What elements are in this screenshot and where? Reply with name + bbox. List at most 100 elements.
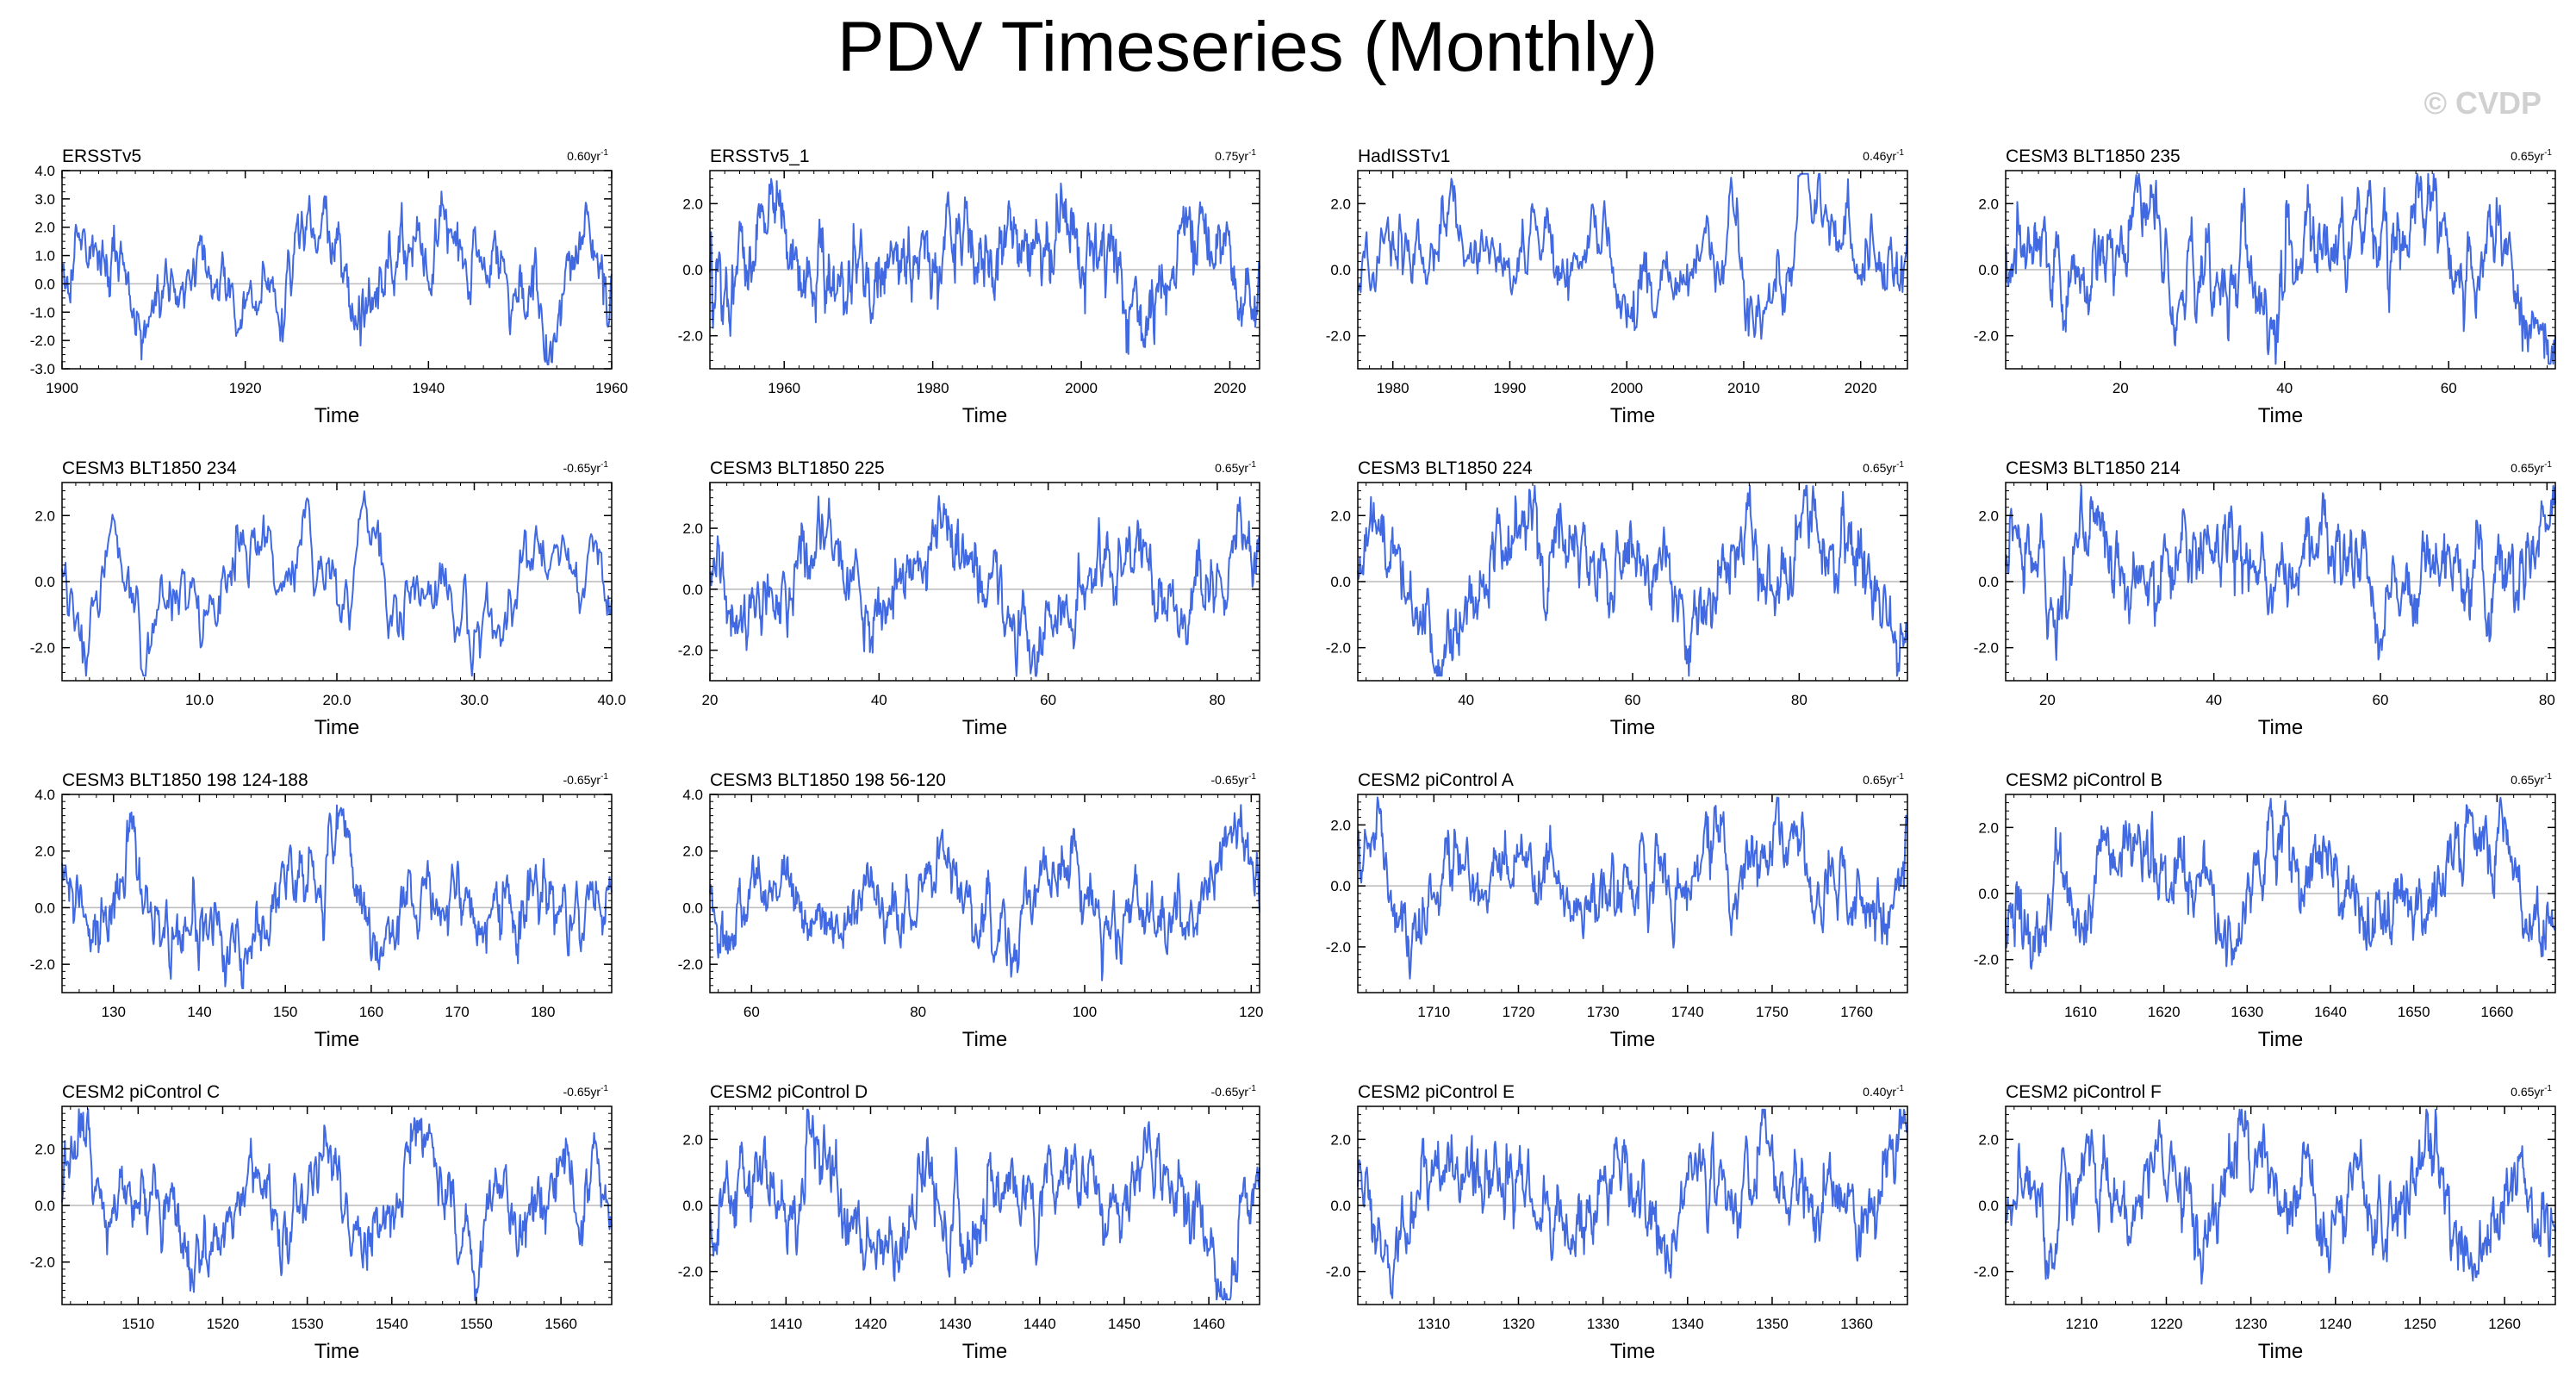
chart-panel: CESM3 BLT1850 214 0.65yr-1 2.0 0.0 -2.0 20 40 6… bbox=[1974, 458, 2556, 739]
x-tick-label: 100 bbox=[1073, 1004, 1097, 1020]
x-tick-label: 1920 bbox=[229, 380, 262, 396]
trend-label: 0.65yr-1 bbox=[2511, 460, 2552, 475]
y-tick-label: 0.0 bbox=[1330, 262, 1351, 278]
series-line bbox=[709, 177, 1260, 355]
trend-label: 0.65yr-1 bbox=[1215, 460, 1256, 475]
y-tick-label: 0.0 bbox=[1330, 574, 1351, 590]
panel-title: CESM2 piControl D bbox=[710, 1082, 868, 1102]
x-tick-label: 2020 bbox=[1845, 380, 1877, 396]
x-axis-label: Time bbox=[962, 1028, 1007, 1051]
y-tick-label: -2.0 bbox=[1326, 939, 1351, 956]
x-tick-label: 1530 bbox=[291, 1316, 324, 1332]
x-tick-label: 1460 bbox=[1192, 1316, 1225, 1332]
y-tick-label: 2.0 bbox=[1978, 819, 1999, 836]
x-tick-label: 2000 bbox=[1610, 380, 1643, 396]
y-tick-label: 2.0 bbox=[682, 520, 703, 537]
series-line bbox=[61, 804, 613, 990]
x-tick-label: 60 bbox=[1625, 692, 1641, 708]
x-tick-label: 1610 bbox=[2064, 1004, 2097, 1020]
x-tick-label: 120 bbox=[1239, 1004, 1263, 1020]
plot-frame bbox=[709, 482, 1260, 682]
trend-label: 0.65yr-1 bbox=[2511, 148, 2552, 163]
x-tick-label: 40.0 bbox=[597, 692, 625, 708]
chart-panel: CESM3 BLT1850 234 -0.65yr-1 2.0 0.0 -2.0 10.0… bbox=[30, 458, 626, 739]
panel-grid: ERSSTv5 0.60yr-1 4.0 3.0 2.0 1.0 0.0 -1.0 -2.0 -3… bbox=[30, 146, 2556, 1363]
cvdp-watermark: © CVDP bbox=[2424, 85, 2542, 121]
x-tick-label: 80 bbox=[2539, 692, 2555, 708]
panel-title: CESM2 piControl B bbox=[2006, 770, 2162, 790]
x-tick-label: 1430 bbox=[939, 1316, 972, 1332]
series-line bbox=[709, 495, 1260, 677]
panel-title: CESM2 piControl C bbox=[62, 1082, 220, 1102]
y-tick-label: 2.0 bbox=[34, 508, 55, 524]
x-tick-label: 1560 bbox=[544, 1316, 577, 1332]
x-tick-label: 1540 bbox=[376, 1316, 408, 1332]
chart-panel: CESM2 piControl B 0.65yr-1 2.0 0.0 -2.0 1610 1… bbox=[1974, 770, 2556, 1051]
y-tick-label: 4.0 bbox=[682, 787, 703, 803]
x-tick-label: 1730 bbox=[1587, 1004, 1620, 1020]
x-tick-label: 1660 bbox=[2480, 1004, 2513, 1020]
x-tick-label: 1520 bbox=[207, 1316, 240, 1332]
x-tick-label: 1550 bbox=[460, 1316, 493, 1332]
y-tick-label: 0.0 bbox=[1330, 878, 1351, 894]
x-tick-label: 1630 bbox=[2231, 1004, 2263, 1020]
x-tick-label: 30.0 bbox=[460, 692, 488, 708]
x-axis-label: Time bbox=[1610, 404, 1655, 427]
x-tick-label: 1410 bbox=[769, 1316, 802, 1332]
x-tick-label: 1420 bbox=[855, 1316, 887, 1332]
y-tick-label: 2.0 bbox=[682, 196, 703, 212]
series-line bbox=[2005, 1108, 2556, 1285]
x-tick-label: 1240 bbox=[2319, 1316, 2352, 1332]
x-tick-label: 60 bbox=[744, 1004, 760, 1020]
chart-panel: HadISSTv1 0.46yr-1 2.0 0.0 -2.0 1980 1990 2000 2… bbox=[1326, 146, 1908, 427]
x-tick-label: 2010 bbox=[1727, 380, 1760, 396]
plot-frame bbox=[61, 170, 613, 370]
series-line bbox=[709, 804, 1260, 981]
y-tick-label: 2.0 bbox=[34, 220, 55, 236]
x-tick-label: 60 bbox=[1040, 692, 1056, 708]
series-line bbox=[1357, 172, 1908, 340]
y-tick-label: 2.0 bbox=[1978, 196, 1999, 212]
x-tick-label: 40 bbox=[2206, 692, 2222, 708]
x-tick-label: 1960 bbox=[595, 380, 628, 396]
x-tick-label: 1320 bbox=[1503, 1316, 1535, 1332]
y-tick-label: 0.0 bbox=[1978, 262, 1999, 278]
trend-label: -0.65yr-1 bbox=[563, 460, 609, 475]
y-tick-label: -2.0 bbox=[30, 1255, 55, 1271]
y-tick-label: -2.0 bbox=[1974, 640, 1999, 657]
x-tick-label: 150 bbox=[273, 1004, 297, 1020]
panel-title: CESM3 BLT1850 214 bbox=[2006, 458, 2181, 478]
chart-panel: CESM3 BLT1850 224 0.65yr-1 2.0 0.0 -2.0 40 60 8… bbox=[1326, 458, 1908, 739]
chart-panel: CESM3 BLT1850 225 0.65yr-1 2.0 0.0 -2.0 20 40 6… bbox=[678, 458, 1260, 739]
y-tick-label: 2.0 bbox=[1978, 508, 1999, 524]
x-tick-label: 1940 bbox=[412, 380, 445, 396]
panel-title: CESM3 BLT1850 234 bbox=[62, 458, 237, 478]
panel-title: HadISSTv1 bbox=[1358, 146, 1450, 166]
x-tick-label: 1640 bbox=[2314, 1004, 2347, 1020]
trend-label: -0.65yr-1 bbox=[1211, 772, 1257, 787]
y-tick-label: 0.0 bbox=[34, 1198, 55, 1214]
chart-panel: CESM2 piControl A 0.65yr-1 2.0 0.0 -2.0 1710 1… bbox=[1326, 770, 1908, 1051]
y-tick-label: -2.0 bbox=[1974, 952, 1999, 968]
panel-title: CESM3 BLT1850 198 124-188 bbox=[62, 770, 308, 790]
x-tick-label: 1220 bbox=[2150, 1316, 2183, 1332]
x-tick-label: 1620 bbox=[2148, 1004, 2181, 1020]
chart-panel: CESM3 BLT1850 198 124-188 -0.65yr-1 4.0 2.0… bbox=[30, 770, 613, 1051]
x-tick-label: 1720 bbox=[1503, 1004, 1535, 1020]
panel-title: CESM3 BLT1850 235 bbox=[2006, 146, 2181, 166]
y-tick-label: 0.0 bbox=[1978, 886, 1999, 902]
series-line bbox=[1357, 796, 1908, 980]
y-tick-label: -2.0 bbox=[1326, 640, 1351, 657]
y-tick-label: 2.0 bbox=[682, 844, 703, 860]
x-tick-label: 1900 bbox=[46, 380, 78, 396]
chart-panel: CESM3 BLT1850 198 56-120 -0.65yr-1 4.0 2.0 0… bbox=[678, 770, 1264, 1051]
panel-title: CESM2 piControl F bbox=[2006, 1082, 2162, 1102]
y-tick-label: 1.0 bbox=[34, 248, 55, 265]
trend-label: 0.65yr-1 bbox=[1863, 460, 1904, 475]
trend-label: 0.65yr-1 bbox=[1863, 772, 1904, 787]
y-tick-label: -2.0 bbox=[30, 640, 55, 657]
x-tick-label: 60 bbox=[2441, 380, 2457, 396]
y-tick-label: 3.0 bbox=[34, 191, 55, 208]
x-tick-label: 1980 bbox=[1377, 380, 1409, 396]
x-tick-label: 20 bbox=[702, 692, 719, 708]
